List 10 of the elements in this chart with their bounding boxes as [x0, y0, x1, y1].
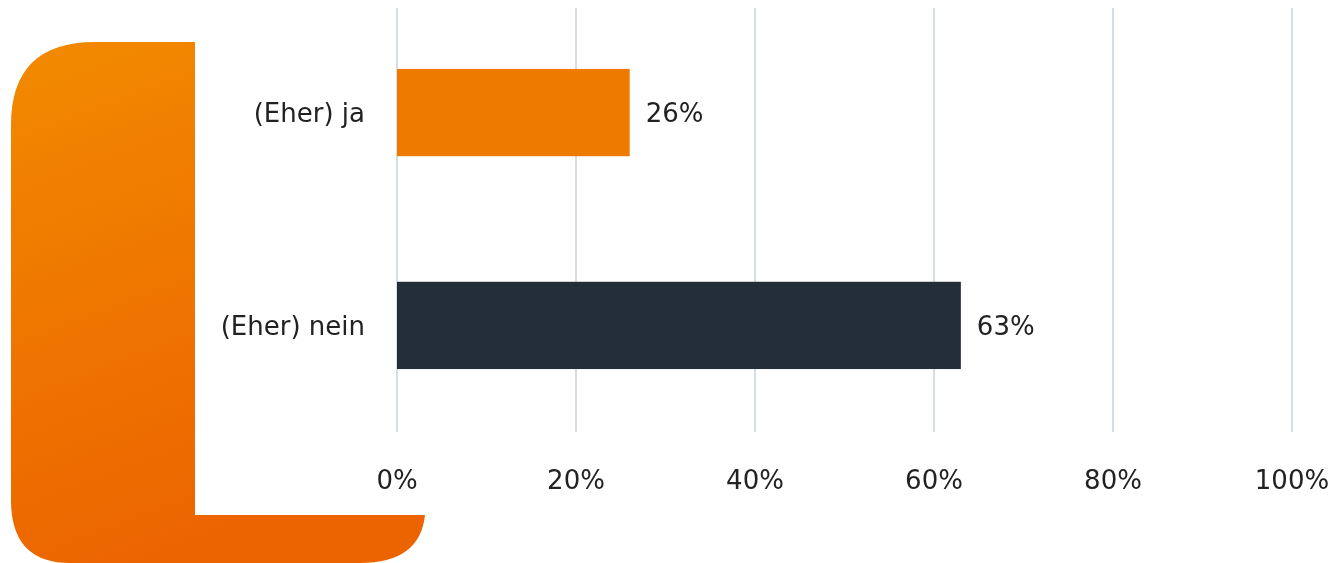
x-tick-label: 0%	[376, 465, 418, 496]
y-tick-label: (Eher) ja	[253, 97, 365, 128]
data-label: 26%	[645, 97, 704, 128]
data-label: 63%	[976, 310, 1035, 341]
x-tick-label: 40%	[726, 465, 784, 496]
y-tick-label: (Eher) nein	[220, 310, 365, 341]
x-tick-label: 80%	[1084, 465, 1142, 496]
x-tick-label: 100%	[1254, 465, 1330, 496]
x-tick-label: 60%	[905, 465, 963, 496]
x-tick-label: 20%	[547, 465, 605, 496]
